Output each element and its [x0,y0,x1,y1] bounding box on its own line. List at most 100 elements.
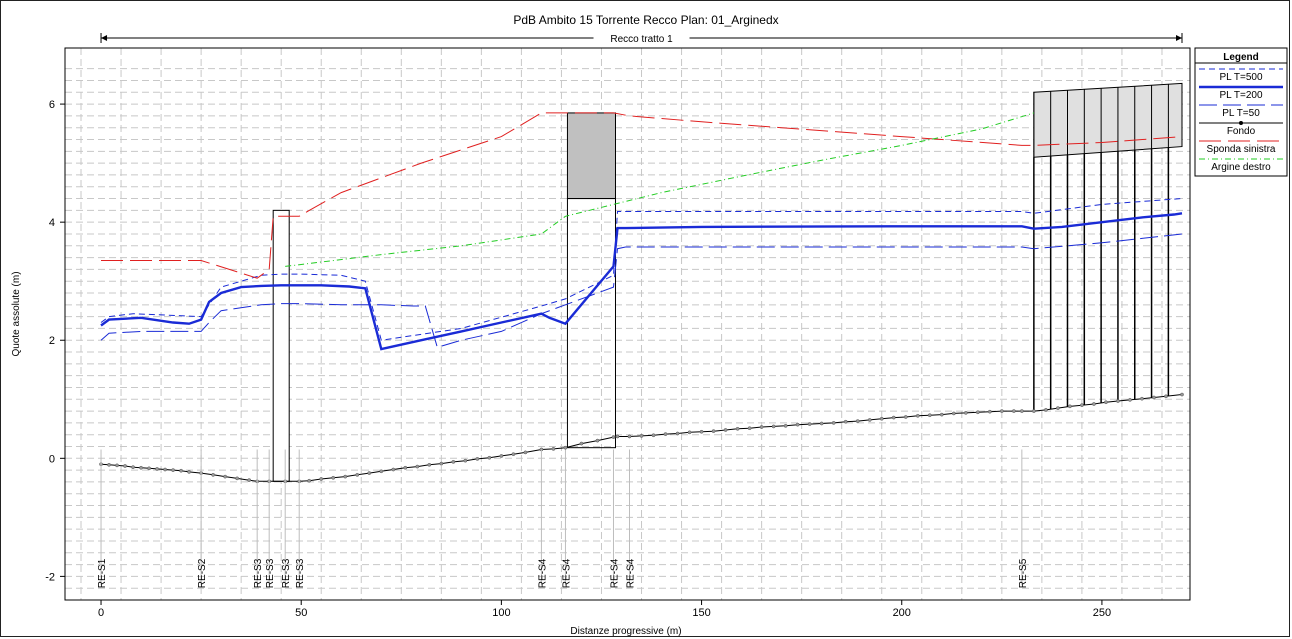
fondo-point [155,467,159,471]
fondo-point [915,413,920,418]
fondo-point [1164,394,1168,399]
fondo-point [171,468,175,472]
fondo-point [999,409,1004,413]
fondo-point [783,423,788,428]
series-line [100,212,1183,351]
fondo-point [735,426,740,431]
x-tick-label: 150 [692,607,710,619]
fondo-point [723,428,728,432]
fondo-point [891,415,896,420]
reach-arrow-right [1175,35,1182,41]
fondo-point [651,433,656,438]
fondo-point [475,457,480,461]
legend-entry-label: Sponda sinistra [1207,144,1276,155]
legend-entry-label: PL T=200 [1219,90,1263,101]
fondo-point [223,474,227,479]
fondo-point [951,411,956,416]
structure-box [272,209,290,482]
structures [272,82,1183,482]
legend-entry-label: Argine destro [1211,162,1271,173]
series-line [100,198,1183,341]
reach-label-bg [593,31,690,44]
series-line [285,112,1035,267]
fondo-point [639,434,644,438]
fondo-point [415,464,420,469]
fondo-point [131,465,135,470]
fondo-point [807,422,812,426]
fondo-point [747,426,752,431]
fondo-point [499,454,504,458]
fondo-point [579,441,584,446]
fondo-point [903,415,908,419]
fondo-point [563,445,568,450]
fondo-point [179,468,183,473]
fondo-point [831,421,836,425]
series-line [100,233,1183,348]
fondo-point [463,458,468,463]
fondo-point [611,435,616,439]
fondo-point [1152,395,1156,400]
fondo-point [163,467,167,472]
fondo-point [687,430,692,435]
fondo-point [1011,409,1016,413]
section-label: RE-S3 [265,558,276,588]
fondo-point [235,476,240,481]
fondo-point [699,429,704,434]
fondo-point [879,416,884,421]
x-tick-label: 250 [1093,607,1111,619]
fondo-point [139,465,143,470]
fondo-point [439,461,444,466]
grid [65,48,1190,600]
fondo-point [1044,408,1048,412]
fondo-point [843,419,848,424]
fondo-point [711,429,716,434]
chart-title: PdB Ambito 15 Torrente Recco Plan: 01_Ar… [513,13,778,27]
y-tick-label: 4 [49,217,55,229]
fondo-point [115,463,119,468]
legend-entry-label: Fondo [1227,126,1256,137]
legend-entry-label: PL T=500 [1219,72,1263,83]
fondo-point [927,413,932,418]
structure-box [566,112,616,200]
fondo-point [487,455,492,460]
y-tick-label: -2 [45,571,55,583]
fondo-point [963,411,968,415]
fondo-point [675,431,680,436]
fondo-point [1080,403,1084,408]
legend-swatch-point [1239,121,1243,125]
fondo-point [211,472,215,477]
series-lines [99,112,1184,484]
section-label: RE-S2 [197,558,208,588]
fondo-point [379,469,384,474]
fondo-point [1180,392,1184,397]
fondo-point [987,409,992,414]
section-label: RE-S4 [561,558,572,588]
y-tick-label: 2 [49,335,55,347]
fondo-point [615,434,620,439]
fondo-point [975,410,980,415]
section-label: RE-S3 [295,558,306,588]
section-label: RE-S3 [253,558,264,588]
reach-indicator: Recco tratto 1 [100,31,1183,45]
reach-arrow-left [101,35,108,41]
section-label: RE-S3 [281,558,292,588]
fondo-point [451,460,456,464]
section-label: RE-S4 [626,558,637,588]
fondo-point [331,475,336,480]
fondo-point [795,422,800,427]
section-label: RE-S4 [609,558,620,588]
section-label: RE-S4 [537,558,548,588]
legend-title: Legend [1223,52,1259,63]
fondo-point [427,462,432,467]
fondo-point [551,447,556,451]
series-line [100,394,1183,482]
legend: Legend PL T=500 PL T=200 PL T=50 Fondo Sponda… [1194,47,1288,177]
fondo-point [867,418,872,422]
fondo-point [663,432,668,436]
fondo-point [123,464,127,468]
fondo-point [367,471,372,475]
section-label: RE-S1 [97,558,108,588]
bridge-deck [1033,82,1183,158]
fondo-point [1104,400,1108,405]
